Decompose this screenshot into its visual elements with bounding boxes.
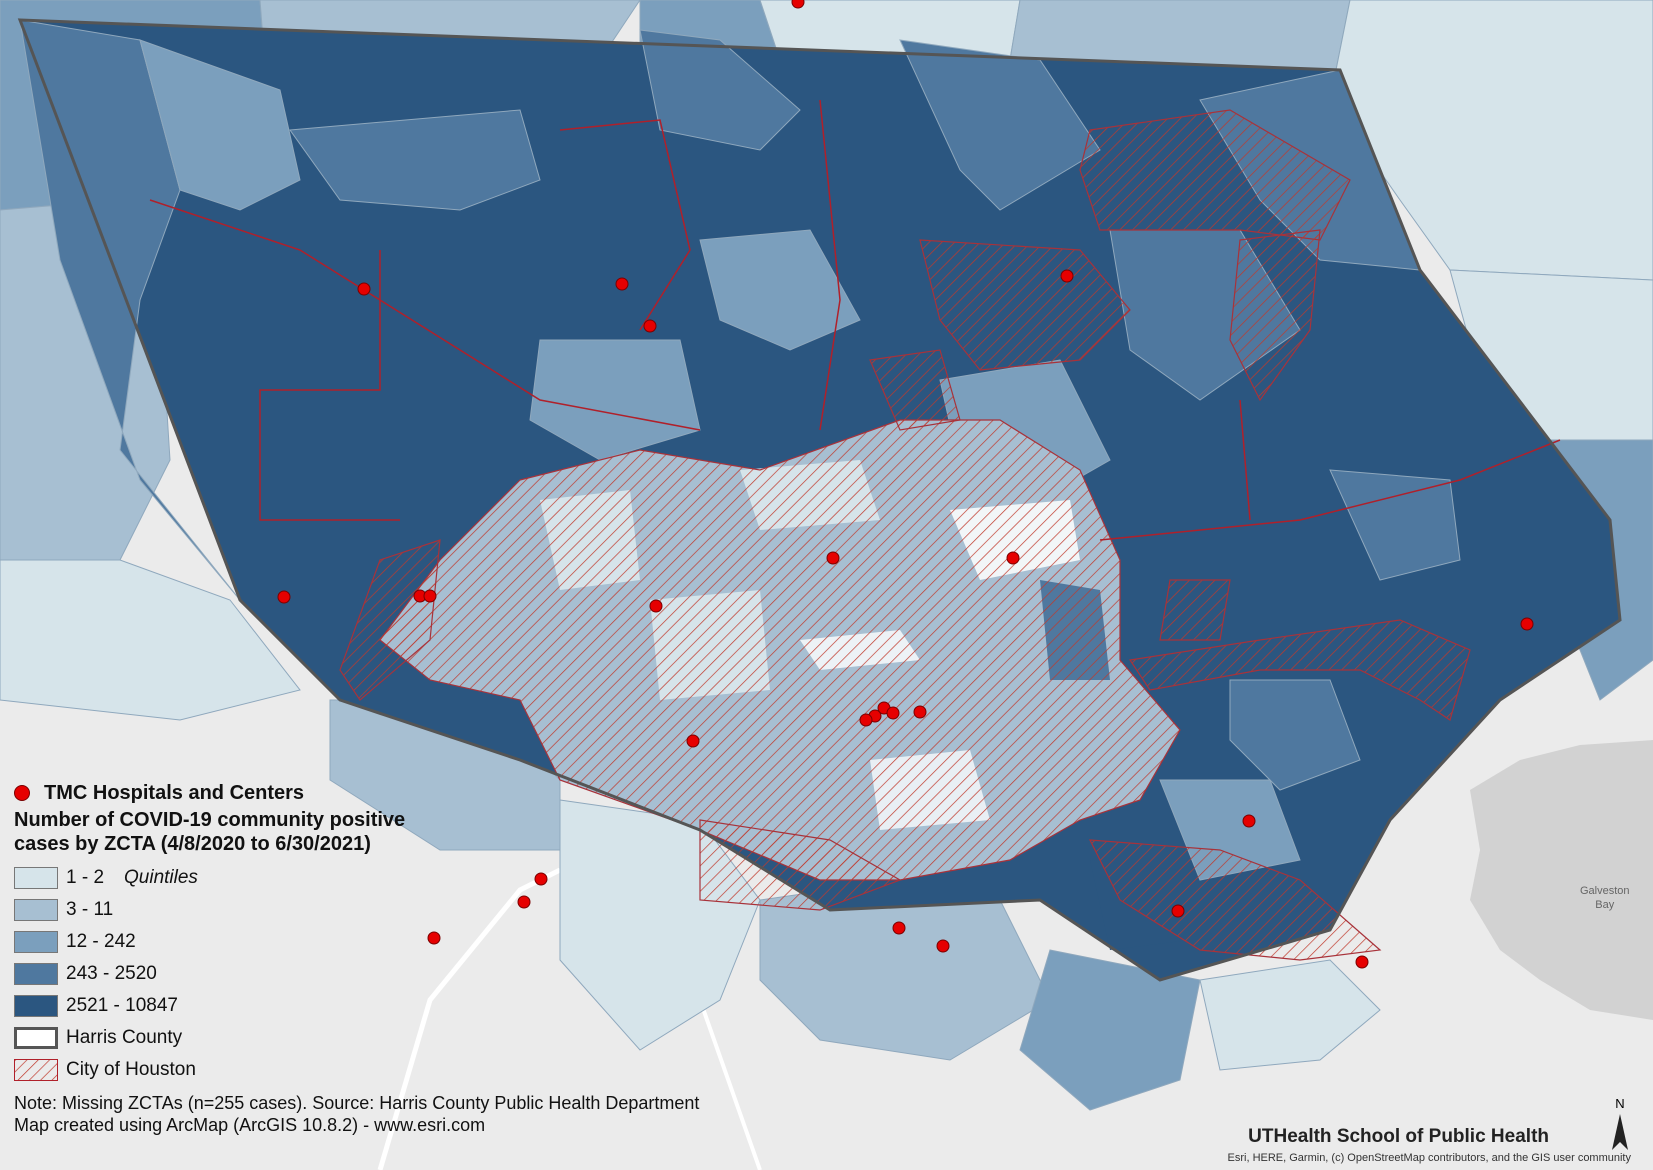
legend-title-line-2: cases by ZCTA (4/8/2020 to 6/30/2021) (14, 833, 371, 855)
zcta-polygon (529, 339, 701, 461)
hospital-marker (859, 713, 873, 727)
legend-county-row: Harris County (14, 1022, 794, 1054)
legend-class-row: 243 - 2520 (14, 958, 794, 990)
hospital-marker (1171, 904, 1185, 918)
hospital-marker (649, 599, 663, 613)
city-swatch (14, 1059, 58, 1081)
hospital-marker (1520, 617, 1534, 631)
hospital-marker (1060, 269, 1074, 283)
quintiles-label: Quintiles (124, 867, 198, 888)
city-boundary-lines (149, 99, 1561, 541)
hospital-symbol (14, 785, 30, 801)
hospital-marker (1006, 551, 1020, 565)
zcta-polygon (139, 39, 301, 211)
hospital-marker (791, 0, 805, 9)
hospital-marker (892, 921, 906, 935)
class-label: 12 - 242 (66, 931, 136, 952)
class-label: 2521 - 10847 (66, 995, 178, 1016)
hospital-legend-label: TMC Hospitals and Centers (44, 781, 305, 804)
county-label: Harris County (66, 1027, 183, 1048)
class-swatch (14, 995, 58, 1017)
city-boundary-line (559, 119, 691, 331)
hospital-marker (357, 282, 371, 296)
city-of-houston-polygon (1159, 579, 1231, 641)
north-label: N (1615, 1096, 1624, 1111)
hospital-marker (277, 590, 291, 604)
galveston-bay-label: Galveston Bay (1580, 884, 1630, 912)
zcta-polygon (699, 229, 861, 351)
city-of-houston-polygon (339, 539, 441, 701)
north-arrow-icon: N (1612, 1096, 1628, 1150)
hospital-marker (1355, 955, 1369, 969)
hospital-marker (643, 319, 657, 333)
hospital-marker (686, 734, 700, 748)
city-boundary-line (149, 199, 701, 431)
hospital-marker (423, 589, 437, 603)
hospital-marker (1242, 814, 1256, 828)
hospital-marker (517, 895, 531, 909)
hospital-marker (427, 931, 441, 945)
hospital-marker (615, 277, 629, 291)
city-boundary-line (1239, 399, 1251, 521)
city-of-houston-polygon (699, 819, 902, 911)
bay-label-line-1: Galveston (1580, 885, 1630, 897)
basemap-attribution: Esri, HERE, Garmin, (c) OpenStreetMap co… (1227, 1152, 1631, 1164)
hospital-marker (936, 939, 950, 953)
city-of-houston-polygon (919, 239, 1131, 371)
city-boundary-line (1099, 439, 1561, 541)
class-label: 3 - 11 (66, 899, 114, 920)
hospital-marker (913, 705, 927, 719)
zcta-polygon (289, 109, 541, 211)
bay-label-line-2: Bay (1595, 899, 1615, 911)
software-note: Map created using ArcMap (ArcGIS 10.8.2)… (14, 1115, 486, 1135)
city-of-houston-polygon (869, 349, 961, 431)
class-swatch (14, 867, 58, 889)
class-swatch (14, 931, 58, 953)
city-of-houston-areas (339, 109, 1471, 961)
legend-class-row: 12 - 242 (14, 926, 794, 958)
zcta-polygon (0, 559, 301, 721)
legend-class-row: 2521 - 10847 (14, 990, 794, 1022)
zcta-polygon (1229, 679, 1361, 791)
zcta-polygon (639, 29, 801, 151)
hospital-marker (886, 706, 900, 720)
legend-class-row: 1 - 2 Quintiles (14, 862, 794, 894)
class-label: 243 - 2520 (66, 963, 157, 984)
credit-text: UTHealth School of Public Health (1248, 1126, 1549, 1147)
class-swatch (14, 963, 58, 985)
zcta-polygon (1199, 959, 1381, 1071)
hospital-marker (534, 872, 548, 886)
county-swatch (14, 1027, 58, 1049)
legend-title-line-1: Number of COVID-19 community positive (14, 809, 406, 831)
class-swatch (14, 899, 58, 921)
city-of-houston-polygon (1229, 229, 1321, 402)
legend-hospital-row: TMC Hospitals and Centers (0, 778, 794, 808)
zcta-polygon (1329, 469, 1461, 581)
city-of-houston-polygon (1088, 839, 1382, 961)
map-legend: TMC Hospitals and Centers Number of COVI… (14, 778, 794, 1136)
city-of-houston-polygon (1128, 619, 1471, 721)
city-boundary-line (259, 250, 400, 521)
legend-city-row: City of Houston (14, 1054, 794, 1086)
galveston-bay-water (1470, 740, 1653, 1020)
hospital-marker (826, 551, 840, 565)
harris-county-boundary (17, 18, 1622, 982)
source-note: Note: Missing ZCTAs (n=255 cases). Sourc… (14, 1093, 700, 1113)
class-label: 1 - 2 (66, 867, 105, 888)
city-label: City of Houston (66, 1059, 196, 1080)
city-boundary-line (819, 99, 841, 431)
legend-class-row: 3 - 11 (14, 894, 794, 926)
tmc-hospitals (277, 0, 1534, 969)
